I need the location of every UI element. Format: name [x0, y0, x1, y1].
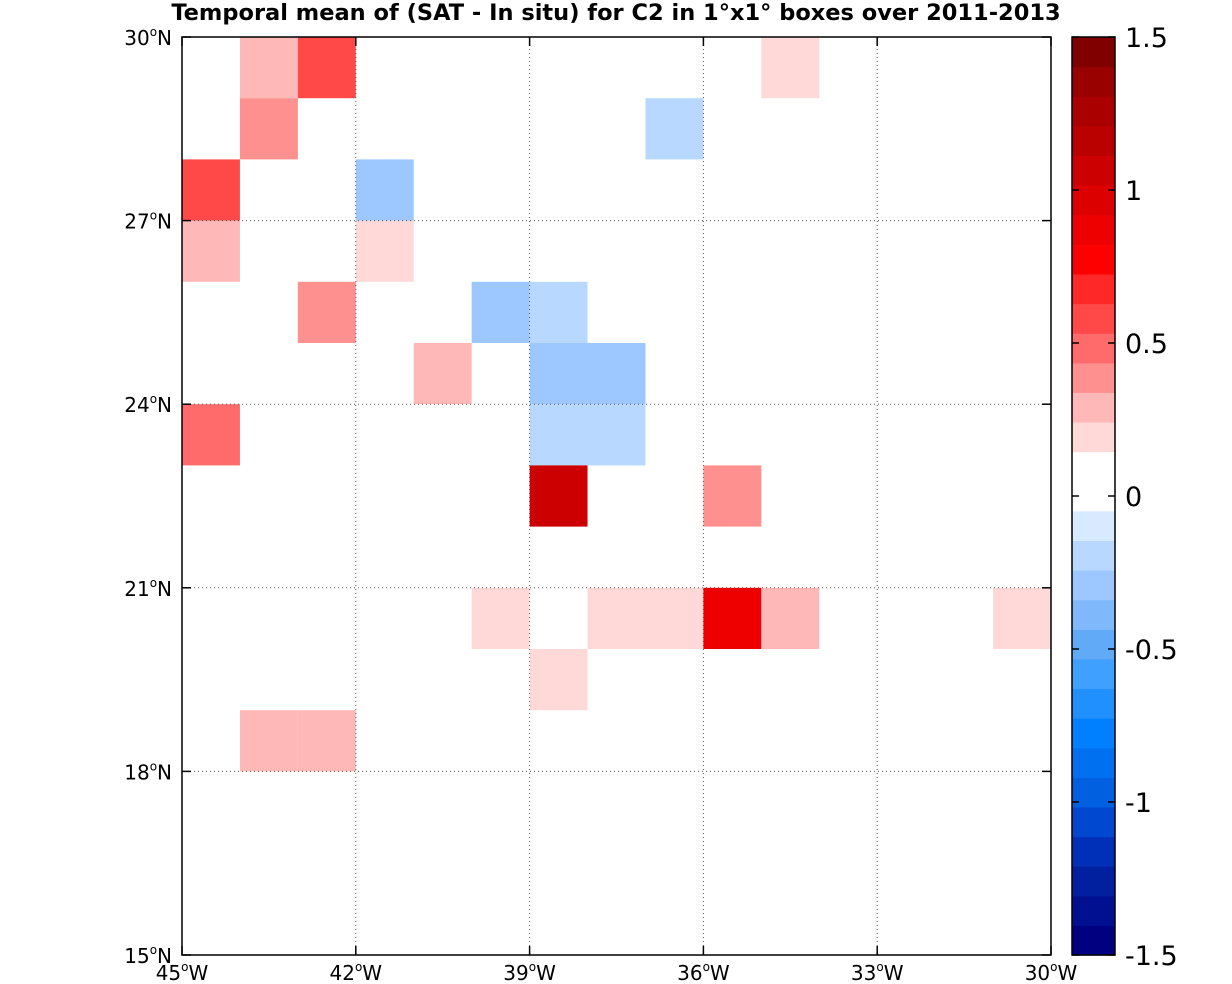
chart-title: Temporal mean of (SAT - In situ) for C2 …: [171, 0, 1061, 26]
heatmap-cell: [182, 159, 240, 221]
colorbar-segment: [1072, 866, 1115, 897]
grid-lines: [182, 37, 1051, 955]
colorbar-segment: [1072, 629, 1115, 660]
colorbar-segment: [1072, 244, 1115, 275]
heatmap-cell: [645, 98, 704, 160]
heatmap-cell: [239, 710, 298, 772]
colorbar-segment: [1072, 599, 1115, 630]
colorbar-segment: [1072, 273, 1115, 305]
colorbar-tick-label: 0: [1125, 482, 1142, 513]
colorbar-segment: [1072, 214, 1115, 245]
colorbar-tick-label: 1.5: [1125, 23, 1168, 54]
heatmap-cell: [297, 281, 356, 343]
colorbar-segment: [1072, 836, 1115, 867]
colorbar-segment: [1072, 362, 1115, 393]
heatmap-cell: [703, 587, 762, 649]
colorbar-segment: [1072, 37, 1115, 68]
colorbar-segment: [1072, 925, 1115, 956]
x-tick-label: 45oW: [156, 960, 209, 984]
heatmap-cell: [355, 159, 414, 221]
y-tick-label: 18oN: [124, 759, 172, 784]
colorbar-tick-label: 1: [1125, 176, 1142, 207]
y-tick-labels: 15oN 18oN 21oN 24oN 27oN 30oN: [124, 25, 172, 968]
heatmap-cell: [587, 587, 646, 649]
colorbar-segment: [1072, 570, 1115, 601]
heatmap-cell: [471, 281, 530, 343]
colorbar-segment: [1072, 185, 1115, 216]
colorbar-segment: [1072, 806, 1115, 838]
colorbar-segment: [1072, 303, 1115, 334]
heatmap-cell: [529, 343, 588, 405]
heatmap-cell: [182, 220, 240, 282]
heatmap-cell: [413, 343, 472, 405]
colorbar-tick-labels: -1.5 -1 -0.5 0 0.5 1 1.5: [1072, 23, 1178, 972]
colorbar-segment: [1072, 481, 1115, 512]
x-tick-label: 42oW: [330, 960, 383, 984]
x-tick-label: 39oW: [503, 960, 556, 984]
colorbar-segment: [1072, 540, 1115, 571]
colorbar-tick-label: -0.5: [1125, 635, 1178, 666]
x-tick-label: 30oW: [1025, 960, 1078, 984]
colorbar-segment: [1072, 451, 1115, 482]
colorbar: [1071, 36, 1116, 956]
colorbar-segment: [1072, 421, 1115, 453]
colorbar-segment: [1072, 895, 1115, 926]
heatmap-cell: [645, 587, 704, 649]
colorbar-segment: [1072, 155, 1115, 186]
colorbar-segment: [1072, 688, 1115, 719]
colorbar-segment: [1072, 392, 1115, 423]
colorbar-segment: [1072, 96, 1115, 127]
heatmap-cell: [297, 710, 356, 772]
plot-frame: [181, 36, 1052, 956]
x-tick-labels: 45oW 42oW 39oW 36oW 33oW 30oW: [156, 960, 1078, 984]
heatmap-cell: [703, 465, 762, 527]
heatmap-cell: [239, 37, 298, 99]
colorbar-segment: [1072, 777, 1115, 808]
heatmap-cell: [529, 649, 588, 711]
colorbar-segment: [1072, 658, 1115, 690]
heatmap-cell: [529, 465, 588, 527]
heatmap-cell: [182, 404, 240, 466]
heatmap-cell: [297, 37, 356, 99]
x-tick-label: 36oW: [677, 960, 730, 984]
y-tick-label: 21oN: [124, 576, 172, 601]
y-tick-label: 15oN: [124, 943, 172, 968]
heatmap-cell: [761, 587, 820, 649]
colorbar-tick-label: -1.5: [1125, 941, 1178, 972]
x-tick-label: 33oW: [851, 960, 904, 984]
heatmap-cells: [182, 37, 1051, 772]
colorbar-segment: [1072, 333, 1115, 364]
y-tick-label: 30oN: [124, 25, 172, 50]
heatmap-cell: [355, 220, 414, 282]
y-tick-label: 27oN: [124, 209, 172, 234]
heatmap-cell: [529, 404, 588, 466]
colorbar-tick-label: -1: [1125, 788, 1152, 819]
heatmap-cell: [587, 343, 646, 405]
colorbar-segment: [1072, 510, 1115, 542]
y-tick-label: 24oN: [124, 392, 172, 417]
heatmap-cell: [761, 37, 820, 99]
heatmap-cell: [529, 281, 588, 343]
colorbar-segment: [1072, 125, 1115, 157]
axis-ticks: [181, 36, 1052, 956]
colorbar-segment: [1072, 718, 1115, 749]
heatmap-cell: [993, 587, 1051, 649]
heatmap-cell: [239, 98, 298, 160]
heatmap-cell: [587, 404, 646, 466]
colorbar-tick-label: 0.5: [1125, 329, 1168, 360]
colorbar-segment: [1072, 747, 1115, 778]
colorbar-segment: [1072, 66, 1115, 97]
heatmap-cell: [471, 587, 530, 649]
